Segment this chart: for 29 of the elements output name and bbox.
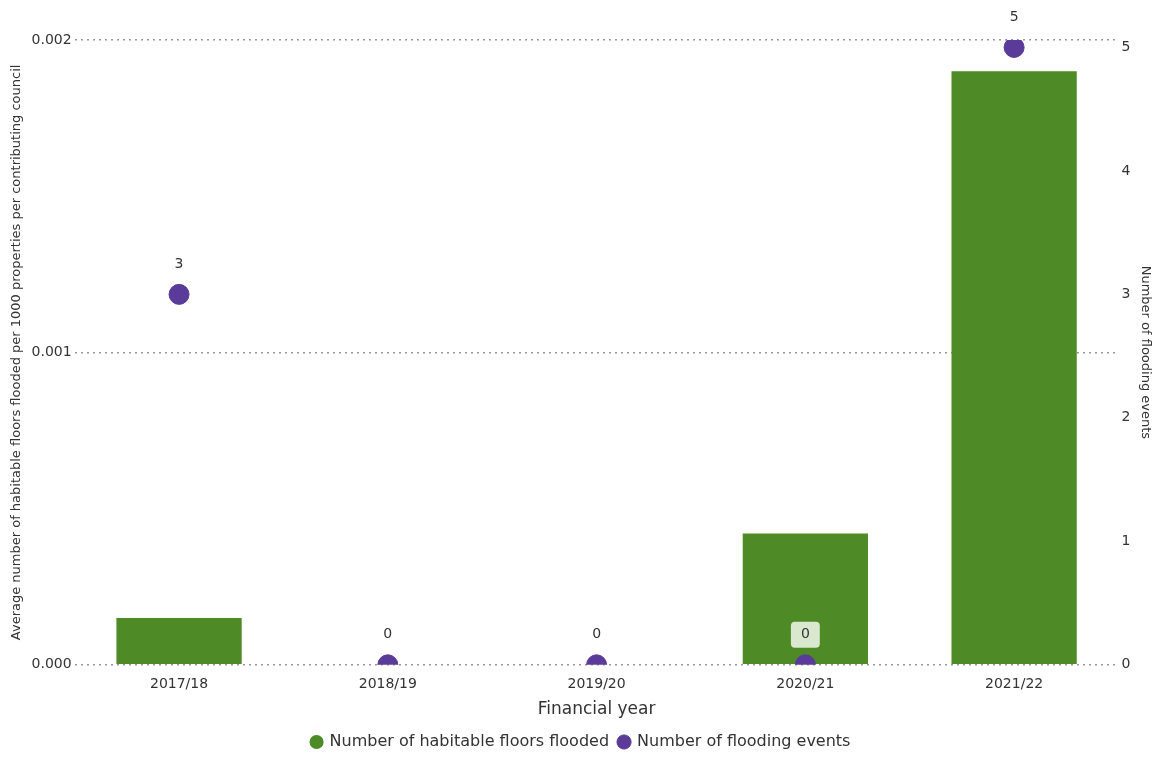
y-axis-title: Average number of habitable floors flooded per 1000 properties per contributing council — [8, 64, 24, 641]
x-tick-label: 2018/19 — [358, 674, 417, 691]
data-label: 0 — [592, 625, 602, 642]
point — [168, 283, 190, 305]
x-tick-label: 2017/18 — [149, 674, 209, 691]
y2-tick-label: 3 — [1121, 285, 1131, 302]
data-label: 5 — [1009, 8, 1019, 25]
point — [1003, 40, 1025, 58]
x-tick-label: 2021/22 — [985, 674, 1044, 691]
bar — [116, 617, 242, 665]
y-tick-label: 0.002 — [31, 30, 72, 47]
bar — [951, 71, 1077, 665]
y2-tick-label: 0 — [1121, 655, 1131, 672]
data-label: 0 — [383, 625, 393, 642]
y-tick-label: 0.000 — [31, 655, 72, 672]
x-tick-label: 2020/21 — [776, 674, 835, 691]
x-axis-title: Financial year — [537, 698, 656, 719]
bar — [742, 533, 868, 665]
x-tick-label: 2019/20 — [567, 674, 626, 691]
data-label: 3 — [174, 255, 184, 272]
y-tick-label: 0.001 — [31, 343, 72, 360]
y2-tick-label: 2 — [1121, 408, 1131, 425]
y2-tick-label: 1 — [1121, 531, 1131, 548]
y2-axis-title: Number of flooding events — [1138, 265, 1154, 440]
data-label: 0 — [800, 625, 810, 642]
y2-tick-label: 4 — [1121, 161, 1131, 178]
y2-tick-label: 5 — [1121, 38, 1131, 55]
legend-label: Number of habitable floors flooded — [329, 731, 610, 751]
legend-label: Number of flooding events — [637, 731, 851, 751]
